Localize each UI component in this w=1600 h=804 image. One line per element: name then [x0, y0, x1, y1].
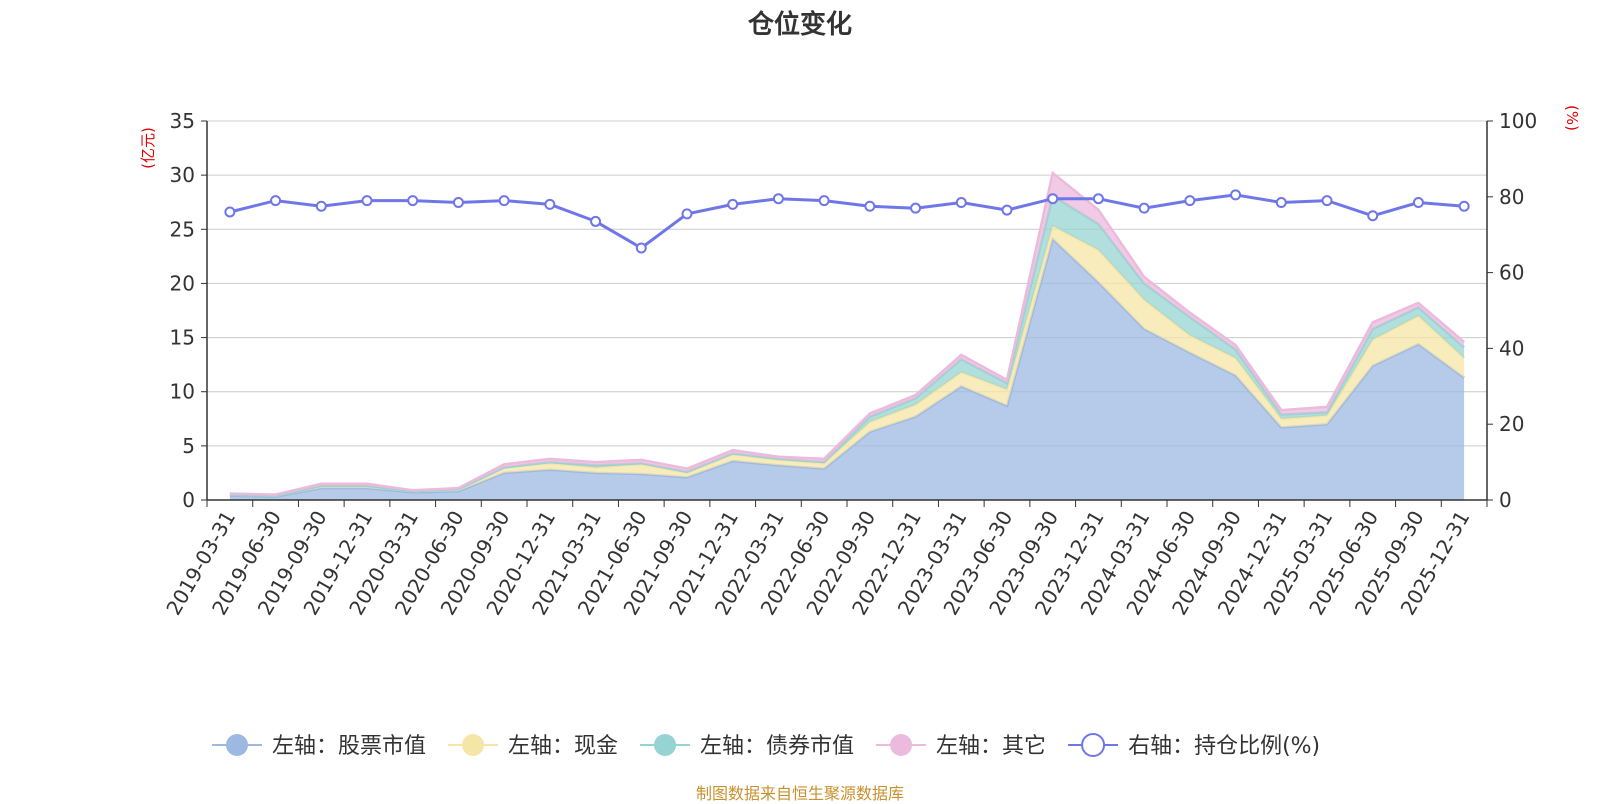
ratio-point	[1230, 189, 1242, 201]
ratio-point	[955, 196, 967, 208]
ratio-point	[498, 195, 510, 207]
legend-item: 左轴：其它	[876, 734, 1046, 759]
stacked-areas	[229, 170, 1465, 500]
legend-label: 左轴：现金	[508, 734, 618, 759]
ratio-point	[224, 206, 236, 218]
left-axis-unit: (亿元)	[139, 127, 157, 169]
ratio-point	[452, 196, 464, 208]
right-axis-tick-label: 80	[1499, 185, 1524, 209]
area-左轴：股票市值	[229, 239, 1465, 500]
ratio-point	[910, 202, 922, 214]
chart-title: 仓位变化	[747, 9, 852, 40]
ratio-point	[818, 195, 830, 207]
right-axis-tick-label: 0	[1499, 488, 1512, 512]
legend-label: 右轴：持仓比例(%)	[1128, 734, 1320, 759]
ratio-point	[635, 242, 647, 254]
legend-item: 右轴：持仓比例(%)	[1068, 733, 1320, 759]
ratio-point	[407, 195, 419, 207]
ratio-point	[1001, 204, 1013, 216]
legend-item: 左轴：债券市值	[640, 734, 854, 759]
right-axis-tick-label: 20	[1499, 412, 1524, 436]
left-axis-tick-label: 0	[182, 488, 195, 512]
ratio-point	[1138, 202, 1150, 214]
left-axis-tick-label: 35	[170, 109, 195, 133]
axes: 051015202530350204060801002019-03-312019…	[161, 109, 1537, 619]
ratio-point	[1047, 193, 1059, 205]
ratio-point	[727, 198, 739, 210]
left-axis-tick-label: 20	[170, 271, 195, 295]
left-axis-tick-label: 30	[170, 163, 195, 187]
area-edge-左轴：其它	[229, 170, 1465, 496]
area-edge-左轴：股票市值	[229, 236, 1465, 499]
legend-label: 左轴：股票市值	[272, 734, 426, 759]
ratio-point	[864, 200, 876, 212]
ratio-point	[315, 200, 327, 212]
right-axis-tick-label: 40	[1499, 336, 1524, 360]
legend-marker	[462, 734, 485, 756]
legend-label: 左轴：债券市值	[700, 734, 854, 759]
ratio-point	[270, 195, 282, 207]
right-axis-unit: (%)	[1563, 105, 1581, 131]
right-axis-tick-label: 100	[1499, 109, 1537, 133]
position-change-chart: 仓位变化 051015202530350204060801002019-03-3…	[139, 9, 1581, 759]
left-axis-tick-label: 5	[182, 434, 195, 458]
ratio-point	[1458, 200, 1470, 212]
legend-marker	[1081, 733, 1106, 757]
ratio-point	[590, 215, 602, 227]
legend-marker	[890, 734, 913, 756]
ratio-point	[1321, 195, 1333, 207]
legend-marker	[654, 734, 677, 756]
legend-item: 左轴：股票市值	[212, 734, 426, 759]
ratio-line-path	[229, 193, 1465, 250]
grid-lines	[207, 120, 1487, 447]
ratio-line	[224, 189, 1470, 254]
area-左轴：其它	[229, 173, 1465, 496]
ratio-point	[1275, 196, 1287, 208]
ratio-point	[1412, 196, 1424, 208]
data-source-note: 制图数据来自恒生聚源数据库	[695, 784, 904, 803]
legend-label: 左轴：其它	[936, 734, 1046, 759]
ratio-point	[1367, 210, 1379, 222]
legend-marker	[226, 734, 248, 756]
left-axis-tick-label: 25	[170, 217, 195, 241]
ratio-point	[1184, 195, 1196, 207]
ratio-point	[681, 208, 693, 220]
left-axis-tick-label: 10	[170, 380, 195, 404]
legend: 左轴：股票市值 左轴：现金 左轴：债券市值 左轴：其它 右轴：持仓比例(%)	[212, 733, 1320, 759]
ratio-point	[544, 198, 556, 210]
area-左轴：债券市值	[229, 195, 1465, 496]
ratio-point	[361, 195, 373, 207]
right-axis-tick-label: 60	[1499, 261, 1524, 285]
left-axis-tick-label: 15	[170, 326, 195, 350]
ratio-point	[772, 193, 784, 205]
legend-item: 左轴：现金	[448, 734, 618, 759]
ratio-point	[1092, 193, 1104, 205]
